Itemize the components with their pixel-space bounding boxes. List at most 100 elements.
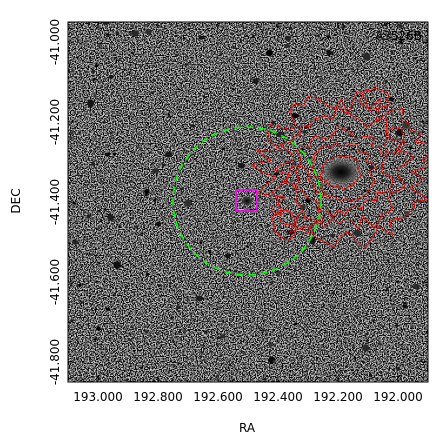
galaxy (307, 59, 309, 61)
galaxy (392, 307, 394, 309)
galaxy (377, 233, 379, 235)
galaxy (404, 211, 410, 216)
galaxy (240, 322, 242, 324)
galaxy (232, 46, 235, 49)
galaxy (381, 179, 385, 183)
galaxy (184, 199, 192, 207)
galaxy (416, 243, 420, 246)
galaxy (98, 357, 100, 360)
galaxy (378, 342, 382, 346)
x-axis-title: RA (239, 421, 256, 435)
galaxy (361, 131, 365, 134)
contour-line (319, 155, 364, 190)
source-box (235, 189, 258, 212)
galaxy (127, 77, 129, 80)
galaxy (196, 174, 198, 176)
galaxy (206, 238, 208, 240)
galaxy (142, 181, 144, 183)
galaxy (287, 165, 290, 167)
galaxy (95, 64, 99, 67)
galaxy (334, 364, 337, 366)
galaxy (105, 143, 109, 147)
galaxy (240, 350, 244, 353)
galaxy (294, 199, 296, 201)
y-tick-label: -41.200 (48, 99, 62, 145)
galaxy (310, 305, 313, 307)
galaxy (188, 32, 190, 34)
galaxy (303, 328, 306, 331)
galaxy (93, 338, 97, 341)
galaxy (396, 366, 401, 371)
galaxy (333, 28, 337, 31)
galaxy (185, 70, 189, 73)
galaxy (386, 259, 390, 262)
galaxy (223, 61, 226, 63)
galaxy (124, 286, 127, 289)
galaxy (263, 377, 267, 381)
galaxy (328, 70, 331, 72)
contour-line (271, 209, 299, 241)
galaxy (350, 40, 352, 43)
galaxy (70, 284, 72, 287)
galaxy (85, 376, 87, 378)
galaxy (399, 40, 403, 44)
galaxy (96, 326, 101, 331)
galaxy (82, 87, 85, 90)
galaxy (363, 182, 366, 184)
galaxy (110, 65, 114, 68)
galaxy (78, 283, 82, 287)
galaxy (89, 292, 91, 294)
galaxy (355, 215, 359, 218)
x-tick-label: 192.000 (373, 390, 423, 404)
galaxy (385, 287, 389, 291)
galaxy (82, 305, 84, 307)
galaxy (384, 23, 388, 27)
galaxy (166, 325, 169, 328)
galaxy (128, 338, 132, 342)
x-tick-label: 193.000 (73, 390, 123, 404)
galaxy (198, 35, 205, 40)
galaxy (341, 323, 345, 327)
contour-line (273, 106, 415, 230)
x-tick-label: 192.200 (313, 390, 363, 404)
galaxy (325, 363, 327, 365)
galaxy (191, 24, 194, 26)
galaxy (275, 271, 281, 276)
galaxy (177, 297, 180, 300)
galaxy (296, 362, 300, 366)
galaxy (289, 26, 293, 30)
galaxy (284, 35, 292, 41)
galaxy (351, 68, 354, 71)
galaxy (396, 325, 398, 328)
galaxy (302, 130, 306, 134)
galaxy (413, 283, 420, 290)
galaxy (187, 24, 190, 27)
galaxy (347, 298, 351, 300)
brightest-cluster-galaxy (319, 156, 363, 188)
galaxy (103, 208, 107, 211)
galaxy (406, 90, 408, 92)
galaxy (230, 32, 234, 36)
galaxy (98, 220, 101, 223)
galaxy (369, 28, 372, 30)
galaxy (353, 229, 361, 237)
galaxy (210, 278, 212, 280)
galaxy (68, 68, 71, 72)
galaxy (178, 330, 181, 334)
galaxy (395, 178, 399, 181)
galaxy (330, 233, 336, 238)
galaxy (266, 49, 273, 56)
galaxy (342, 24, 346, 29)
galaxy (404, 296, 407, 299)
galaxy (308, 212, 311, 215)
galaxy (362, 83, 364, 85)
galaxy (139, 65, 143, 68)
galaxy (278, 25, 282, 28)
galaxy (319, 279, 322, 281)
galaxy (322, 358, 325, 361)
galaxy (364, 334, 367, 337)
galaxy (363, 189, 367, 192)
galaxy (319, 259, 322, 262)
galaxy (307, 110, 310, 112)
galaxy (229, 290, 231, 292)
